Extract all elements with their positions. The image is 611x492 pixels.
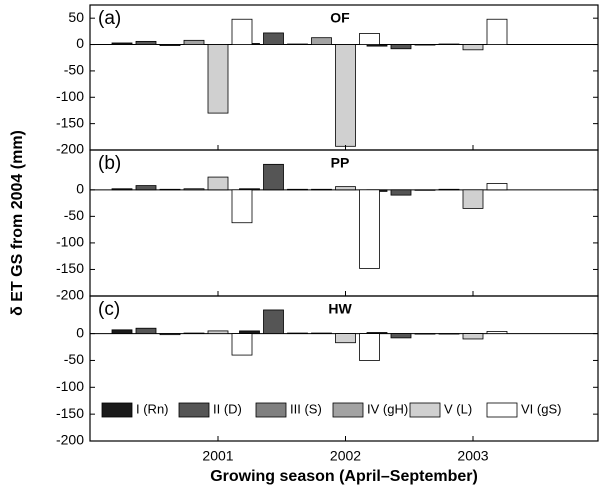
bar: [135, 185, 157, 191]
bar: [335, 44, 356, 147]
bar: [311, 332, 332, 334]
bar: [287, 332, 308, 334]
y-tick-label: 0: [76, 181, 84, 197]
legend-swatch: [409, 402, 441, 418]
legend-swatch: [332, 402, 364, 418]
y-tick-label: 0: [76, 35, 84, 51]
bar: [438, 333, 460, 335]
bar: [311, 37, 332, 45]
panel-label: (c): [98, 299, 120, 320]
bar: [390, 333, 412, 339]
bar: [390, 189, 412, 196]
bar: [390, 44, 412, 50]
y-tick-label: -100: [56, 88, 84, 104]
legend-swatch: [486, 402, 518, 418]
bar: [486, 183, 508, 191]
legend-label: IV (gH): [367, 401, 408, 416]
bar: [414, 333, 436, 335]
y-tick-label: -150: [56, 114, 84, 130]
bar: [462, 44, 484, 51]
bar: [231, 189, 253, 224]
y-tick-label: -50: [64, 207, 84, 223]
bar: [438, 188, 460, 191]
bar: [359, 189, 380, 269]
bar: [207, 176, 229, 191]
bar: [135, 40, 157, 45]
bar: [311, 188, 332, 191]
bar: [263, 163, 284, 191]
bar: [183, 188, 205, 191]
bar: [414, 44, 436, 46]
y-tick-label: -200: [56, 287, 84, 303]
y-tick-label: -200: [56, 141, 84, 157]
bar: [462, 333, 484, 340]
y-tick-label: 0: [76, 324, 84, 340]
legend-label: V (L): [444, 401, 472, 416]
y-tick-label: -200: [56, 432, 84, 448]
bar: [287, 188, 308, 191]
bar: [111, 329, 133, 334]
bar: [335, 186, 356, 191]
panel-frame: [89, 149, 599, 297]
bar: [231, 333, 253, 356]
bar: [111, 188, 133, 191]
bar: [486, 18, 508, 45]
bar: [183, 39, 205, 45]
legend-swatch: [101, 402, 133, 418]
bar: [231, 18, 253, 45]
panel-title: HW: [328, 301, 352, 317]
legend-swatch: [255, 402, 287, 418]
y-tick-label: 50: [68, 9, 84, 25]
bar: [159, 333, 181, 336]
bar: [287, 43, 308, 45]
y-tick-label: -100: [56, 234, 84, 250]
panel-title: PP: [331, 155, 350, 171]
x-tick-label: 2003: [457, 448, 488, 464]
panel-label: (b): [98, 153, 121, 174]
bar: [335, 333, 356, 344]
y-tick-label: -150: [56, 260, 84, 276]
panel-label: (a): [98, 8, 121, 29]
bar: [263, 32, 284, 45]
bar: [438, 43, 460, 45]
bar: [486, 331, 508, 334]
legend-label: II (D): [213, 401, 242, 416]
x-tick-label: 2001: [202, 448, 233, 464]
bar: [159, 188, 181, 191]
bar: [414, 189, 436, 191]
bar: [239, 330, 260, 334]
y-tick-label: -50: [64, 62, 84, 78]
bar: [159, 44, 181, 47]
y-tick-label: -100: [56, 378, 84, 394]
bar: [359, 33, 380, 45]
bar: [135, 327, 157, 334]
y-tick-label: -50: [64, 351, 84, 367]
y-tick-label: -150: [56, 405, 84, 421]
bar: [183, 332, 205, 334]
bar: [263, 309, 284, 334]
panel-title: OF: [330, 10, 350, 26]
panel-frame: [89, 295, 599, 442]
bar: [462, 189, 484, 209]
bar: [207, 330, 229, 334]
bar: [359, 333, 380, 361]
bar: [111, 42, 133, 45]
legend-label: VI (gS): [521, 401, 561, 416]
legend-label: III (S): [290, 401, 322, 416]
x-tick-label: 2002: [330, 448, 361, 464]
x-axis-label: Growing season (April–September): [210, 468, 478, 485]
bar: [207, 44, 229, 114]
y-axis-label: δ ET GS from 2004 (mm): [9, 130, 26, 316]
legend-label: I (Rn): [136, 401, 169, 416]
legend-swatch: [178, 402, 210, 418]
